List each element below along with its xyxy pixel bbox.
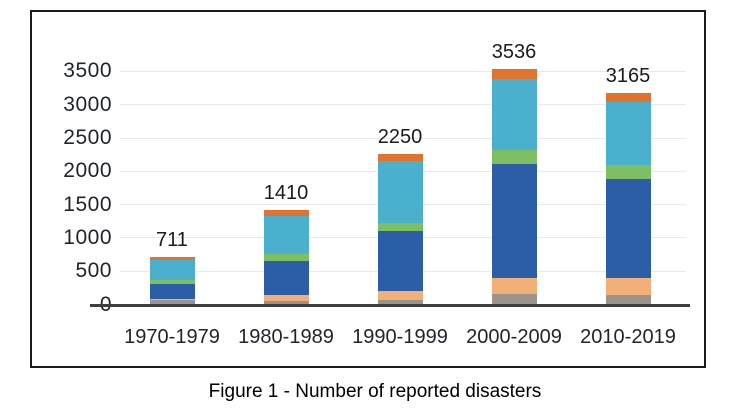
bar-2000-2009-segment-peach bbox=[491, 278, 537, 294]
bar-1990-1999 bbox=[377, 154, 423, 304]
figure-caption: Figure 1 - Number of reported disasters bbox=[208, 381, 542, 402]
y-tick-label-3500: 3500 bbox=[63, 59, 112, 83]
bar-1980-1989-segment-green bbox=[263, 254, 309, 262]
bar-1970-1979-segment-dark-blue bbox=[149, 283, 195, 299]
x-tick-label-2000-2009: 2000-2009 bbox=[466, 326, 562, 348]
y-tick-label-1500: 1500 bbox=[63, 192, 112, 216]
bar-1990-1999-segment-dark-blue bbox=[377, 231, 423, 292]
x-tick-label-1990-1999: 1990-1999 bbox=[352, 326, 448, 348]
bar-1970-1979-segment-peach bbox=[149, 298, 195, 300]
y-tick-label-1000: 1000 bbox=[63, 225, 112, 249]
bar-value-label-1970-1979: 711 bbox=[156, 228, 188, 251]
bar-1970-1979 bbox=[149, 256, 195, 304]
bar-2010-2019 bbox=[605, 93, 651, 304]
bar-1980-1989-segment-dark-blue bbox=[263, 261, 309, 296]
bar-1980-1989-segment-orange bbox=[263, 210, 309, 217]
bar-1990-1999-segment-orange bbox=[377, 154, 423, 162]
bar-1980-1989-segment-cyan bbox=[263, 216, 309, 255]
bar-2010-2019-segment-gray bbox=[605, 294, 651, 304]
bar-1990-1999-segment-peach bbox=[377, 291, 423, 300]
bar-value-label-2010-2019: 3165 bbox=[605, 65, 651, 88]
bar-1980-1989-segment-gray bbox=[263, 301, 309, 304]
bar-1990-1999-segment-gray bbox=[377, 300, 423, 304]
bar-2010-2019-segment-dark-blue bbox=[605, 178, 651, 279]
bar-1990-1999-segment-green bbox=[377, 223, 423, 232]
bar-1970-1979-segment-green bbox=[149, 280, 195, 284]
x-axis-line bbox=[90, 304, 690, 307]
bar-1970-1979-segment-gray bbox=[149, 300, 195, 304]
bar-2000-2009 bbox=[491, 68, 537, 304]
bar-1970-1979-segment-cyan bbox=[149, 259, 195, 281]
bar-1990-1999-segment-cyan bbox=[377, 161, 423, 224]
bar-2010-2019-segment-orange bbox=[605, 93, 651, 102]
bar-2000-2009-segment-orange bbox=[491, 68, 537, 79]
bar-value-label-1980-1989: 1410 bbox=[263, 182, 309, 205]
y-tick-label-3000: 3000 bbox=[63, 92, 112, 116]
y-tick-label-2000: 2000 bbox=[63, 159, 112, 183]
x-tick-label-2010-2019: 2010-2019 bbox=[580, 326, 676, 348]
y-tick-label-500: 500 bbox=[75, 259, 112, 283]
gridline-3000 bbox=[120, 104, 686, 106]
bar-2010-2019-segment-cyan bbox=[605, 101, 651, 165]
bar-2000-2009-segment-dark-blue bbox=[491, 163, 537, 279]
bar-2000-2009-segment-gray bbox=[491, 293, 537, 304]
bar-2000-2009-segment-cyan bbox=[491, 78, 537, 150]
x-tick-label-1980-1989: 1980-1989 bbox=[238, 326, 334, 348]
bar-value-label-1990-1999: 2250 bbox=[377, 126, 423, 149]
gridline-2500 bbox=[120, 137, 686, 139]
x-tick-label-1970-1979: 1970-1979 bbox=[124, 326, 220, 348]
bar-1980-1989 bbox=[263, 210, 309, 304]
gridline-3500 bbox=[120, 70, 686, 72]
y-tick-label-2500: 2500 bbox=[63, 126, 112, 149]
bar-2000-2009-segment-green bbox=[491, 149, 537, 164]
bar-1980-1989-segment-peach bbox=[263, 295, 309, 301]
bar-2010-2019-segment-peach bbox=[605, 278, 651, 295]
bar-1970-1979-segment-orange bbox=[149, 256, 195, 260]
bar-value-label-2000-2009: 3536 bbox=[491, 40, 537, 63]
chart-frame: 05001000150020002500300035007111970-1979… bbox=[30, 10, 706, 368]
bar-2010-2019-segment-green bbox=[605, 164, 651, 179]
